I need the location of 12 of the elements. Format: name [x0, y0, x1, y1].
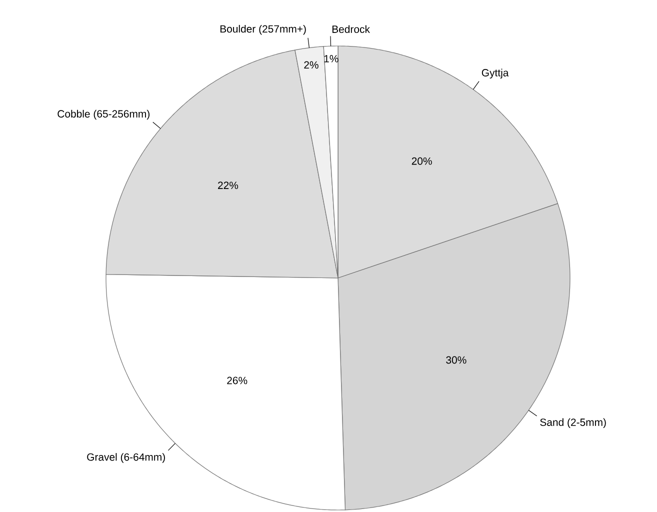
data-label: 2%: [304, 61, 318, 69]
data-label: 1%: [324, 55, 338, 62]
slice-label: Gyttja: [482, 68, 509, 79]
data-label: 30%: [446, 356, 466, 364]
slice-label: Boulder (257mm+): [220, 24, 306, 35]
slice-label: Sand (2-5mm): [540, 418, 606, 428]
slice-label: Cobble (65-256mm): [58, 110, 150, 120]
slice-label: Bedrock: [332, 25, 370, 33]
data-label: 20%: [412, 157, 432, 165]
slice-label: Gravel (6-64mm): [87, 453, 165, 463]
data-label: 22%: [218, 182, 238, 190]
data-label: 26%: [227, 376, 248, 384]
